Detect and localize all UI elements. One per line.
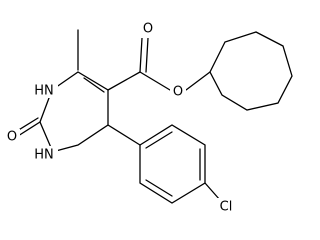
atom-label: HN — [34, 148, 54, 163]
atom-label: Cl — [220, 200, 233, 215]
atom-label: HN — [34, 84, 54, 99]
atom-label: O — [7, 130, 17, 145]
label-bg — [214, 198, 236, 214]
label-bg — [30, 146, 58, 162]
label-bg — [30, 82, 58, 98]
atom-label: O — [173, 85, 183, 100]
molecule-diagram: O O HN HN O Cl — [4, 20, 293, 215]
atom-labels: O O HN HN O Cl — [4, 20, 236, 215]
atom-label: O — [143, 22, 153, 37]
label-bg — [4, 129, 20, 145]
label-bg — [170, 83, 186, 99]
bonds — [16, 29, 293, 204]
label-bg — [141, 20, 155, 38]
